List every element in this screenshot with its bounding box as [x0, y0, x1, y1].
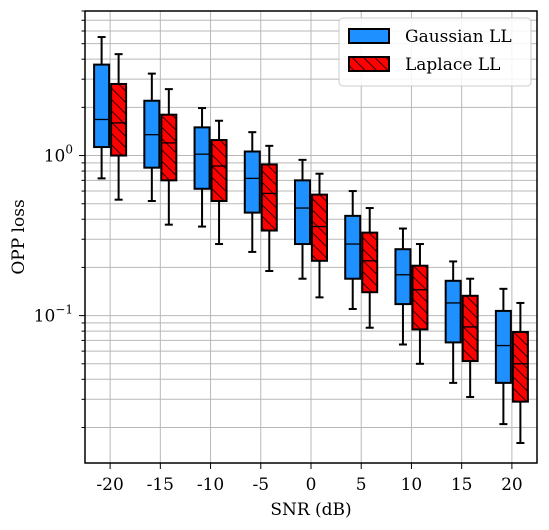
box-iqr	[344, 214, 362, 280]
tick-labels: -20 -15 -10 -5 0 5 10 15 20 10−1 100	[34, 143, 523, 495]
x-tick-label: 15	[451, 475, 473, 495]
box-iqr	[311, 193, 328, 262]
legend-swatch	[348, 28, 390, 44]
laplace-box	[361, 207, 379, 329]
x-tick-label: -15	[147, 475, 174, 495]
y-tick-label: 10−1	[34, 303, 73, 327]
box-iqr	[411, 264, 429, 331]
legend: Gaussian LL Laplace LL	[338, 17, 532, 87]
y-axis-label: OPP loss	[9, 199, 29, 274]
laplace-box	[461, 277, 479, 399]
box-iqr	[444, 279, 462, 344]
box-iqr	[361, 231, 379, 294]
x-tick-label: 5	[356, 475, 367, 495]
box-iqr	[260, 163, 278, 232]
legend-swatch	[348, 56, 390, 72]
laplace-box	[160, 88, 178, 226]
laplace-box	[311, 172, 328, 299]
box-iqr	[294, 179, 311, 246]
box-iqr	[494, 309, 512, 384]
gaussian-box	[193, 107, 211, 228]
box-iqr	[394, 248, 412, 306]
gaussian-box	[243, 131, 261, 253]
gaussian-box	[444, 260, 462, 384]
gaussian-box	[143, 72, 161, 203]
gaussian-box	[93, 36, 111, 180]
box-iqr	[461, 294, 479, 363]
laplace-box	[511, 301, 529, 445]
box-iqr	[210, 139, 228, 203]
box-series	[93, 36, 529, 445]
x-tick-label: 10	[401, 475, 423, 495]
box-iqr	[160, 113, 178, 182]
gaussian-box	[494, 287, 512, 426]
laplace-box	[260, 144, 278, 272]
tick-marks	[79, 10, 513, 469]
box-iqr	[511, 330, 529, 403]
x-tick-label: -20	[96, 475, 123, 495]
gaussian-box	[344, 190, 362, 310]
gaussian-box	[394, 227, 412, 346]
box-iqr	[110, 82, 128, 157]
x-tick-label: 20	[501, 475, 523, 495]
x-tick-label: -5	[252, 475, 269, 495]
laplace-box	[210, 119, 228, 246]
x-tick-label: 0	[306, 475, 317, 495]
x-axis-label: SNR (dB)	[270, 500, 351, 520]
box-iqr	[193, 126, 211, 190]
gaussian-box	[294, 158, 311, 280]
legend-label: Laplace LL	[405, 55, 500, 75]
box-iqr	[93, 63, 111, 149]
laplace-box	[411, 243, 429, 365]
legend-label: Gaussian LL	[405, 27, 512, 47]
y-tick-label: 100	[44, 143, 73, 167]
box-iqr	[243, 150, 261, 214]
x-tick-label: -10	[197, 475, 224, 495]
laplace-box	[110, 53, 128, 201]
